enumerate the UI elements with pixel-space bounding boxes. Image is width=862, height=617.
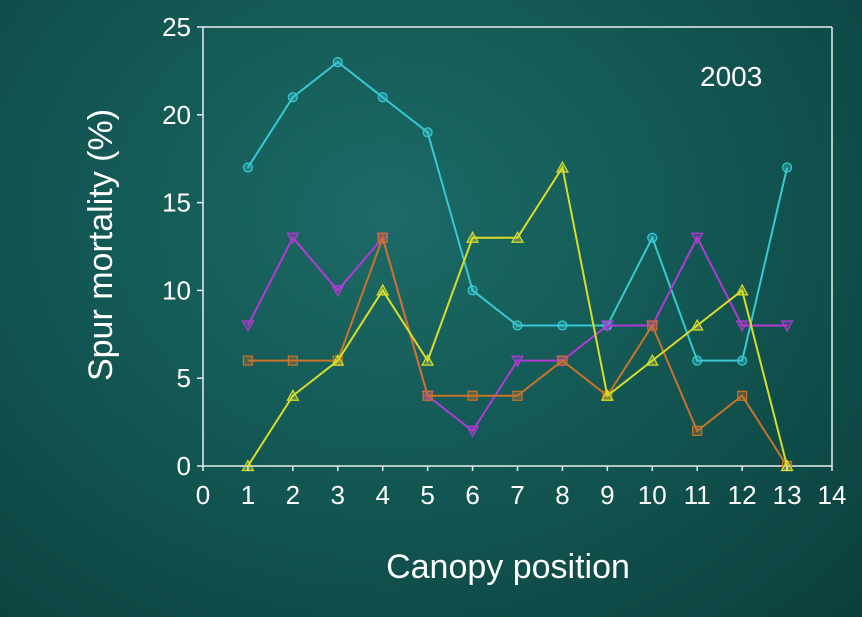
y-tick-label: 10 [162,275,191,305]
data-point [510,355,525,368]
series-line [247,234,788,467]
data-point [242,162,254,173]
data-point [331,353,345,366]
data-point [241,320,255,333]
y-tick-label: 20 [162,100,191,130]
data-point [286,232,300,245]
x-tick-label: 11 [684,480,711,510]
data-point [422,127,433,138]
data-point [466,425,480,438]
data-point [467,285,478,296]
data-point [466,230,480,243]
x-tick-label: 8 [555,480,569,510]
data-point [735,283,749,296]
data-point [737,390,748,401]
data-point [557,320,568,331]
series-4 [241,160,794,472]
series-layer [241,57,794,472]
data-point [422,390,433,401]
y-tick-label: 5 [177,363,191,393]
data-point [331,285,345,298]
data-point [287,355,298,366]
x-tick-label: 6 [465,480,479,510]
data-point [690,232,704,245]
chart-annotation-year: 2003 [700,61,762,92]
data-point [555,160,569,173]
data-point [332,57,343,68]
data-point [377,92,388,103]
series-2 [241,232,794,438]
data-point [512,390,523,401]
x-tick-label: 7 [510,480,524,510]
data-point [692,425,703,436]
data-point [287,92,298,103]
data-point [467,390,478,401]
x-tick-label: 5 [420,480,434,510]
data-point [781,162,793,173]
x-tick-label: 13 [773,480,802,510]
data-point [600,389,614,401]
data-point [690,318,704,331]
x-tick-label: 2 [286,480,300,510]
data-point [377,232,388,243]
data-point [647,320,658,331]
x-axis-title: Canopy position [386,548,630,586]
data-point [510,230,525,243]
y-tick-label: 0 [177,451,191,481]
x-tick-label: 1 [241,480,255,510]
data-point [512,320,523,331]
series-1 [242,57,793,366]
data-point [737,355,748,366]
x-tick-label: 9 [600,480,614,510]
data-point [286,389,300,401]
y-tick-label: 15 [162,188,191,218]
data-point [780,320,794,333]
data-point [645,353,659,366]
x-tick-label: 12 [728,480,757,510]
data-point [600,320,614,333]
x-tick-label: 3 [331,480,345,510]
data-point [376,283,390,296]
series-line [247,164,789,467]
y-tick-label: 25 [162,12,191,42]
data-point [647,232,658,243]
series-line [247,235,788,433]
x-tick-label: 0 [196,480,210,510]
series-3 [242,232,793,472]
data-point [692,355,703,366]
y-axis-title: Spur mortality (%) [82,109,120,381]
data-point [735,320,749,333]
data-point [421,353,435,366]
x-tick-label: 10 [638,480,667,510]
x-tick-label: 14 [818,480,847,510]
data-point [242,355,254,366]
x-tick-label: 4 [375,480,389,510]
series-line [247,60,789,362]
data-point [557,355,568,366]
